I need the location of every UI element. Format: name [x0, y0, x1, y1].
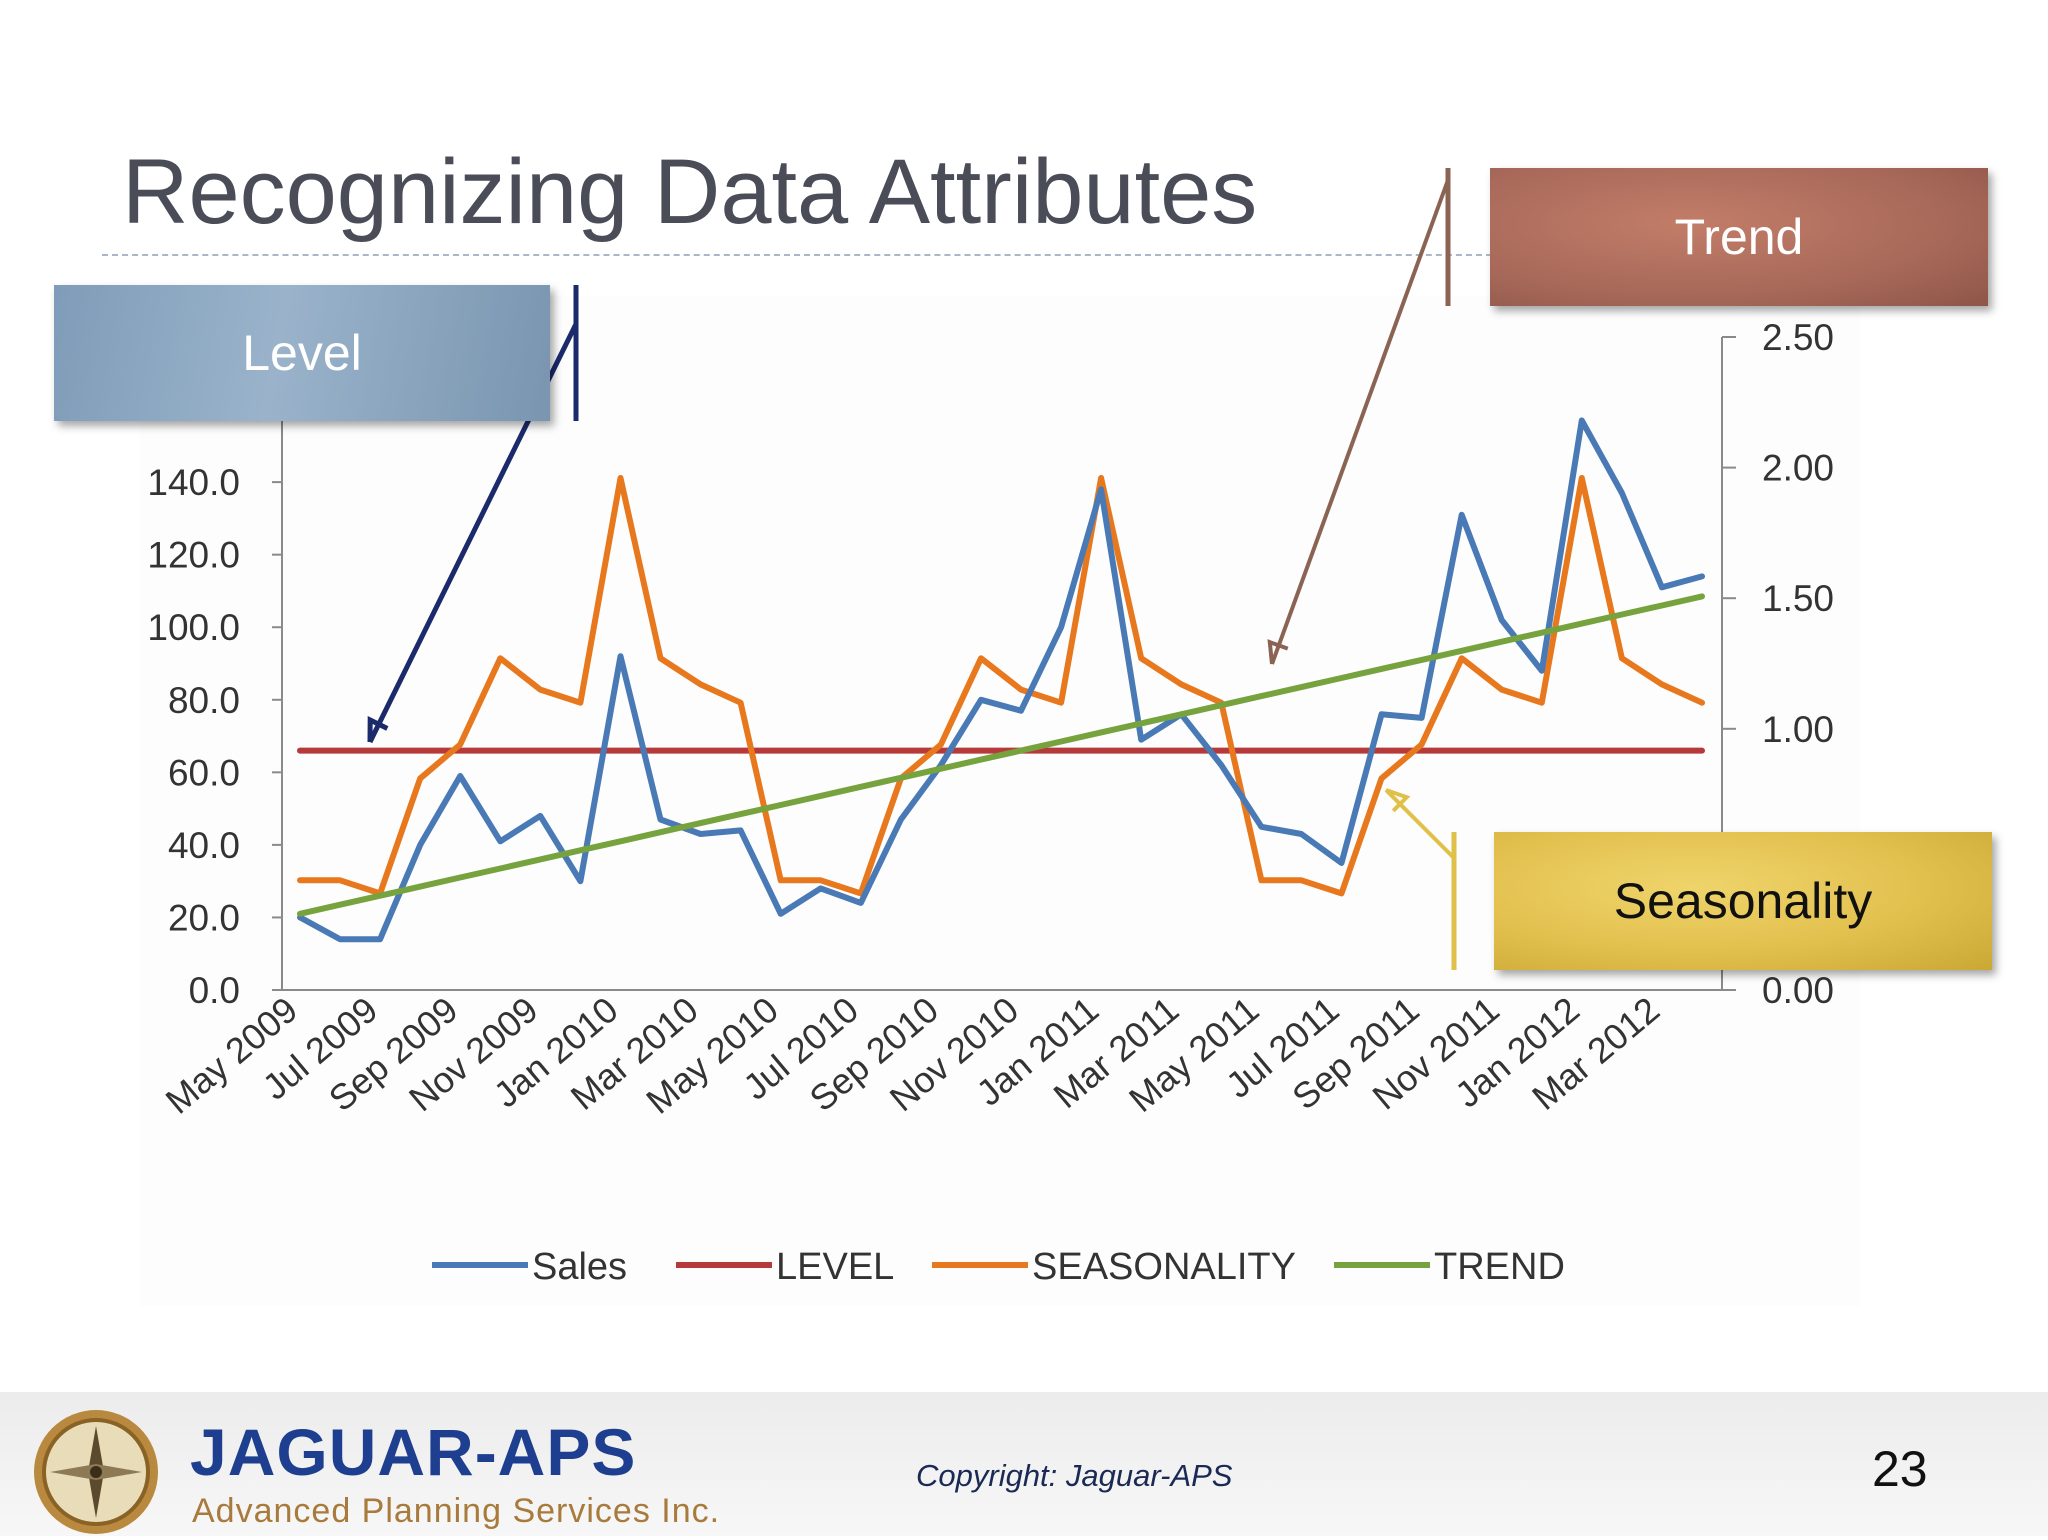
trend-callout: Trend [1490, 168, 1988, 306]
series-line-seasonality [297, 475, 1705, 897]
chart-background [140, 296, 1860, 1306]
trend-callout-label: Trend [1674, 209, 1804, 265]
seasonality-arrow [1384, 788, 1456, 860]
y-right-tick-label: 1.00 [1762, 709, 1834, 750]
legend-label: LEVEL [776, 1246, 894, 1288]
y-left-tick-label: 80.0 [168, 680, 240, 721]
level-callout: Level [54, 285, 550, 421]
seasonality-callout: Seasonality [1494, 832, 1992, 970]
y-left-tick-label: 20.0 [168, 897, 240, 938]
compass-icon [34, 1410, 158, 1534]
title-divider [102, 254, 1492, 256]
y-left-tick-label: 120.0 [147, 535, 240, 576]
y-left-tick-label: 60.0 [168, 752, 240, 793]
y-right-tick-label: 1.50 [1762, 578, 1834, 619]
y-right-tick-label: 0.00 [1762, 970, 1834, 1011]
level-arrow-head [367, 715, 389, 743]
y-left-tick-label: 0.0 [189, 970, 240, 1011]
series-line-sales [297, 417, 1705, 943]
seasonality-callout-label: Seasonality [1613, 873, 1873, 929]
chart: 0.0 20.0 40.0 60.0 80.0 100.0 120.0 140.0 0.00 1… [140, 168, 1860, 1306]
y-right-tick-label: 2.50 [1762, 317, 1834, 358]
y-right-tick-label: 2.00 [1762, 448, 1834, 489]
seasonality-arrow-head [1385, 788, 1411, 813]
legend-label: Sales [532, 1246, 627, 1288]
y-left-tick-label: 40.0 [168, 825, 240, 866]
trend-arrow-head [1267, 639, 1289, 665]
trend-arrow [1270, 179, 1450, 665]
footer: JAGUAR-APS Advanced Planning Services In… [0, 1392, 2048, 1536]
company-logo-name: JAGUAR-APS [190, 1415, 637, 1489]
page-number: 23 [1872, 1441, 1928, 1497]
company-tagline: Advanced Planning Services Inc. [192, 1492, 721, 1530]
legend-label: SEASONALITY [1032, 1246, 1296, 1288]
slide-title: Recognizing Data Attributes [122, 141, 1258, 243]
level-callout-label: Level [242, 325, 362, 381]
y-left-tick-label: 100.0 [147, 607, 240, 648]
legend-label: TREND [1434, 1246, 1565, 1288]
series-line-trend [297, 593, 1705, 917]
copyright-text: Copyright: Jaguar-APS [916, 1458, 1233, 1493]
y-left-tick-label: 140.0 [147, 462, 240, 503]
